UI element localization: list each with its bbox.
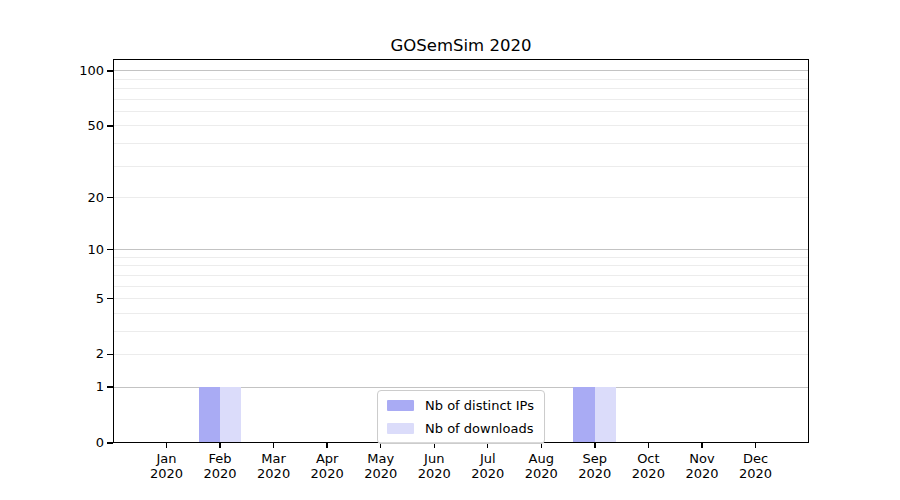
y-tick	[107, 125, 113, 126]
distinct-ips-swatch-icon	[387, 400, 414, 411]
x-tick-label-year: 2020	[723, 466, 787, 481]
legend-item-downloads: Nb of downloads	[387, 421, 534, 436]
y-gridline-major	[113, 249, 809, 250]
y-tick	[107, 386, 113, 387]
x-tick	[648, 443, 649, 448]
x-tick	[594, 443, 595, 448]
x-tick	[701, 443, 702, 448]
legend: Nb of distinct IPs Nb of downloads	[377, 390, 545, 444]
plot-area	[113, 59, 809, 443]
y-gridline-minor	[113, 99, 809, 100]
x-tick	[273, 443, 274, 448]
y-gridline-minor	[113, 286, 809, 287]
y-gridline-minor	[113, 166, 809, 167]
y-gridline-minor	[113, 88, 809, 89]
bar-downloads	[220, 387, 241, 443]
y-tick-label: 100	[38, 62, 104, 80]
legend-label-distinct-ips: Nb of distinct IPs	[425, 398, 534, 413]
x-tick-label-month: Dec	[723, 451, 787, 466]
y-gridline-minor	[113, 275, 809, 276]
y-gridline-minor	[113, 125, 809, 126]
bar-distinct-ips	[573, 387, 594, 443]
y-tick	[107, 442, 113, 443]
y-gridline-minor	[113, 354, 809, 355]
y-tick-label: 50	[38, 117, 104, 135]
bar-distinct-ips	[199, 387, 220, 443]
y-tick	[107, 298, 113, 299]
y-tick-label: 1	[38, 378, 104, 396]
y-tick-label: 20	[38, 189, 104, 207]
figure: GOSemSim 2020 0125102050100 Jan2020Feb20…	[0, 0, 900, 500]
x-tick	[326, 443, 327, 448]
y-gridline-minor	[113, 111, 809, 112]
x-tick-label: Dec2020	[723, 451, 787, 481]
y-tick-label: 10	[38, 241, 104, 259]
y-gridline-minor	[113, 331, 809, 332]
y-gridline-minor	[113, 265, 809, 266]
y-gridline-minor	[113, 197, 809, 198]
y-tick	[107, 70, 113, 71]
y-tick-label: 2	[38, 345, 104, 363]
legend-item-distinct-ips: Nb of distinct IPs	[387, 398, 534, 413]
legend-label-downloads: Nb of downloads	[425, 421, 533, 436]
y-gridline-major	[113, 70, 809, 71]
bar-downloads	[595, 387, 616, 443]
y-gridline-minor	[113, 143, 809, 144]
y-tick-label: 0	[38, 434, 104, 452]
y-tick-label: 5	[38, 290, 104, 308]
y-tick	[107, 354, 113, 355]
x-tick	[755, 443, 756, 448]
y-gridline-minor	[113, 257, 809, 258]
downloads-swatch-icon	[387, 423, 414, 434]
x-tick	[166, 443, 167, 448]
y-gridline-minor	[113, 313, 809, 314]
chart-title: GOSemSim 2020	[113, 36, 809, 55]
y-gridline-minor	[113, 79, 809, 80]
y-gridline-minor	[113, 298, 809, 299]
x-tick	[219, 443, 220, 448]
y-tick	[107, 249, 113, 250]
y-tick	[107, 197, 113, 198]
